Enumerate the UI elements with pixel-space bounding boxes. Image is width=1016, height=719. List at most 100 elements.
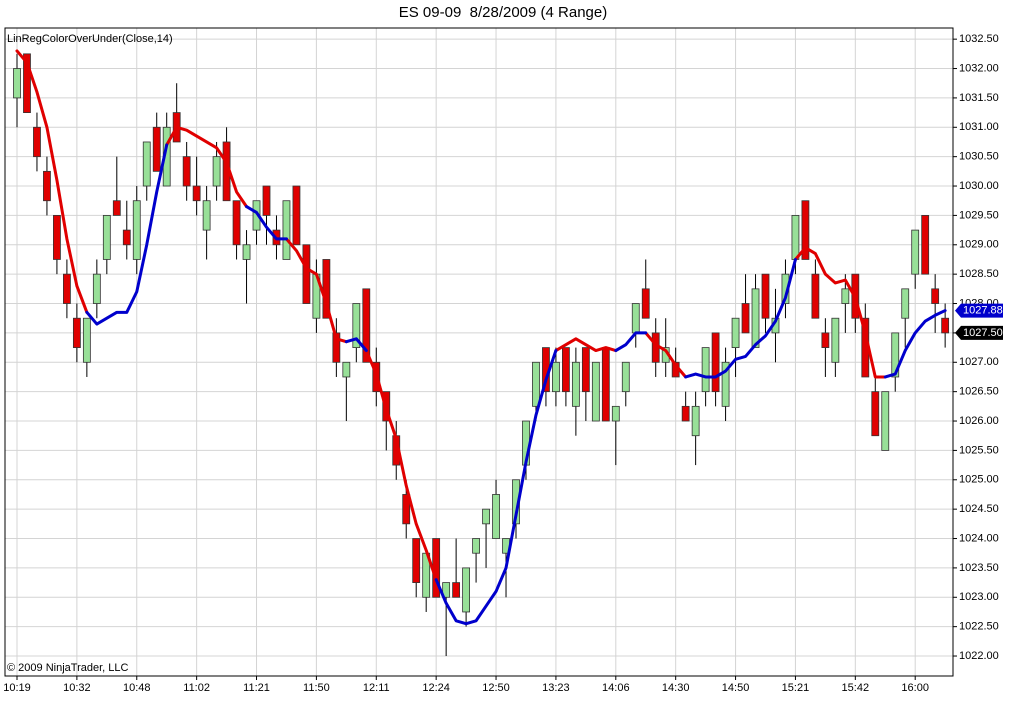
y-tick-label: 1030.50 [959, 151, 999, 163]
price-marker-label: 1027.50 [963, 327, 1003, 339]
candle-body [801, 200, 810, 260]
candle-body [412, 538, 421, 583]
candle-body [43, 170, 51, 202]
candle-body [621, 361, 630, 393]
candle-body [472, 538, 480, 554]
x-tick-label: 12:11 [363, 682, 390, 694]
indicator-label: LinRegColorOverUnder(Close,14) [7, 33, 173, 45]
y-tick-label: 1025.50 [959, 444, 999, 456]
plot-frame [4, 27, 954, 677]
candle-body [751, 288, 760, 348]
y-tick-label: 1027.00 [959, 356, 999, 368]
candle-body [82, 317, 91, 363]
candle-body [721, 361, 730, 407]
candle-body [841, 288, 850, 304]
price-marker [955, 303, 1003, 318]
y-tick-label: 1031.50 [959, 92, 999, 104]
candle-body [691, 405, 700, 437]
candle-body [462, 567, 471, 613]
indicator-line [85, 143, 947, 626]
y-tick-label: 1025.00 [959, 474, 999, 486]
candle-body [292, 185, 301, 246]
candle-body [262, 185, 271, 216]
candle-body [791, 215, 800, 260]
candle-body [242, 244, 251, 260]
candle-body [302, 244, 311, 304]
candle-body [63, 273, 71, 304]
candle-body [581, 347, 590, 393]
candle-body [352, 303, 361, 348]
candle-body [911, 229, 920, 275]
candle-body [741, 303, 750, 334]
x-tick-label: 10:32 [63, 682, 91, 694]
candle-body [33, 126, 41, 158]
y-tick-label: 1026.00 [959, 415, 999, 427]
candle-body [202, 200, 211, 231]
y-tick-label: 1032.50 [959, 33, 999, 45]
y-tick-label: 1024.00 [959, 532, 999, 544]
candle-body [701, 347, 710, 393]
candle-body [821, 332, 830, 348]
x-tick-label: 12:24 [422, 682, 450, 694]
y-tick-label: 1032.00 [959, 62, 999, 74]
candle-body [362, 288, 371, 363]
x-tick-label: 10:19 [3, 682, 31, 694]
x-tick-label: 15:42 [842, 682, 870, 694]
y-tick-label: 1022.00 [959, 650, 999, 662]
candle-body [941, 317, 950, 334]
candle-body [92, 273, 101, 304]
candle-body [182, 156, 191, 187]
y-tick-label: 1029.00 [959, 239, 999, 251]
candle-body [402, 494, 411, 525]
candle-body [332, 332, 341, 363]
candle-body [13, 68, 21, 99]
candle-body [102, 215, 111, 260]
candle-body [23, 53, 31, 113]
y-tick-label: 1024.50 [959, 503, 999, 515]
chart-title: ES 09-09 8/28/2009 (4 Range) [399, 4, 607, 21]
candle-body [591, 361, 600, 422]
candle-body [731, 317, 740, 348]
x-tick-label: 12:50 [482, 682, 510, 694]
y-tick-label: 1029.50 [959, 209, 999, 221]
candle-body [152, 126, 161, 172]
candle-body [631, 303, 640, 334]
candle-body [112, 200, 121, 216]
candle-body [482, 508, 490, 525]
candle-body [901, 288, 910, 319]
price-marker [955, 325, 1003, 340]
candle-body [552, 361, 560, 393]
candle-body [831, 317, 840, 363]
candle-body [891, 332, 900, 378]
candle-body [681, 405, 690, 422]
x-tick-label: 13:23 [542, 682, 570, 694]
candle-body [871, 391, 880, 437]
candle-body [142, 141, 151, 187]
candle-body [452, 582, 461, 598]
candle-body [601, 347, 610, 422]
candle-body [492, 494, 500, 539]
candle-body [881, 391, 890, 451]
y-tick-label: 1030.00 [959, 180, 999, 192]
candle-body [641, 288, 650, 319]
y-tick-label: 1028.50 [959, 268, 999, 280]
candle-body [921, 215, 930, 275]
y-tick-label: 1023.50 [959, 562, 999, 574]
candle-body [72, 317, 81, 348]
candle-body [562, 347, 570, 393]
x-tick-label: 14:06 [602, 682, 630, 694]
candle-body [931, 288, 940, 304]
x-tick-label: 14:50 [722, 682, 750, 694]
y-tick-label: 1023.00 [959, 591, 999, 603]
candle-body [711, 332, 720, 393]
candle-body [212, 156, 221, 187]
x-tick-label: 16:00 [901, 682, 929, 694]
y-tick-label: 1031.00 [959, 121, 999, 133]
candle-body [232, 200, 241, 246]
candle-body [53, 215, 61, 260]
candle-body [132, 200, 141, 260]
x-tick-label: 10:48 [123, 682, 151, 694]
candle-body [811, 273, 820, 319]
